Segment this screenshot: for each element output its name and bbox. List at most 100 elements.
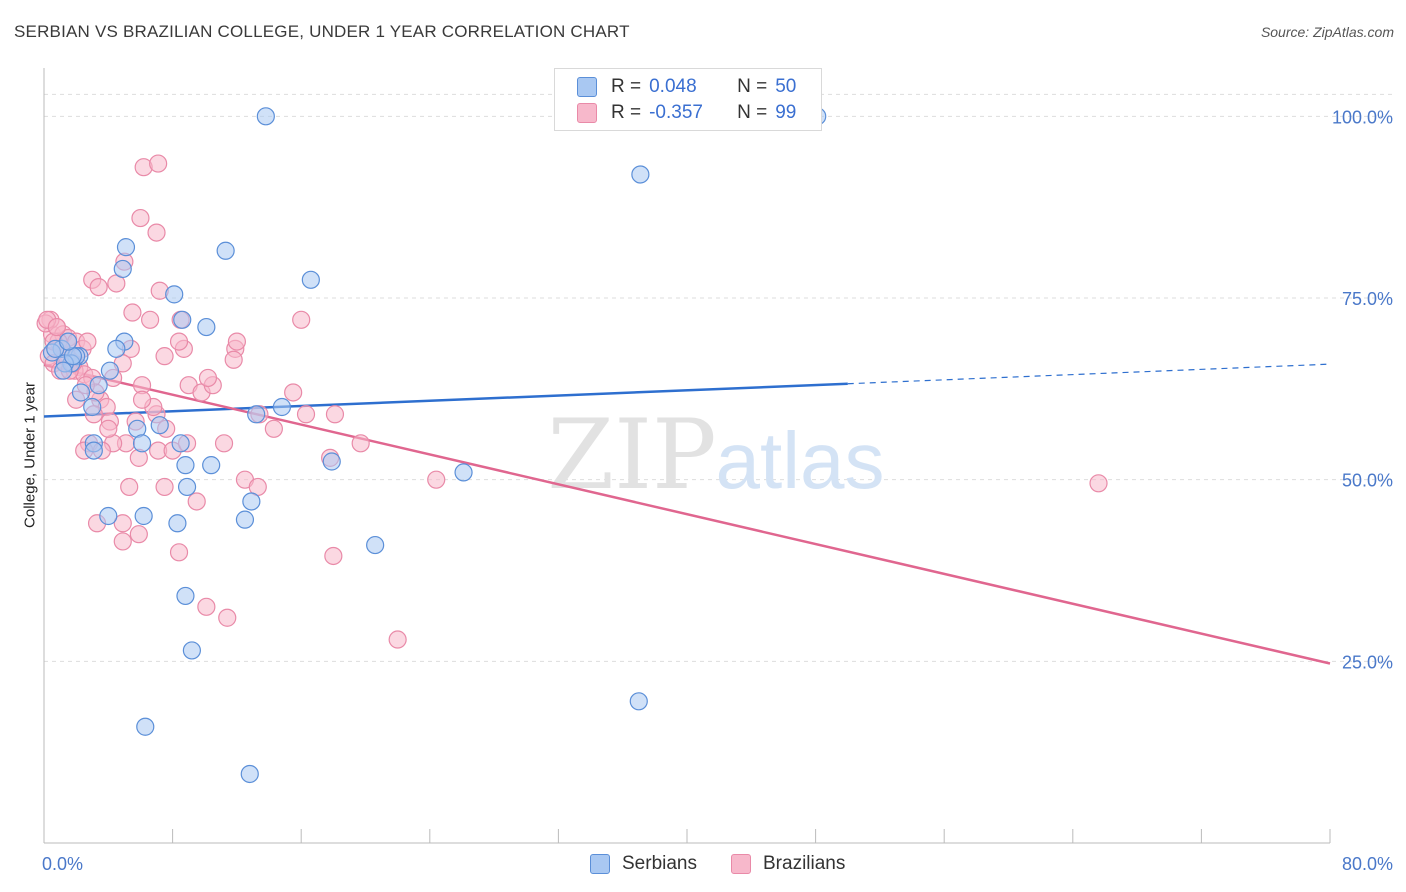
brazilian-point <box>47 317 66 337</box>
y-tick-label: 100.0% <box>1332 107 1393 127</box>
brazilian-point <box>351 434 370 453</box>
y-tick-label: 75.0% <box>1342 289 1393 309</box>
bottom-legend-brazilians: Brazilians <box>731 851 845 877</box>
serbians-swatch <box>577 77 597 97</box>
serbian-point <box>71 383 91 402</box>
serbian-point <box>197 317 216 337</box>
serbian-point <box>171 434 190 453</box>
brazilian-point <box>132 390 152 409</box>
serbians-n-value: 50 <box>775 76 797 97</box>
y-tick-label: 25.0% <box>1342 652 1393 672</box>
serbian-point <box>99 506 118 526</box>
serbian-point <box>59 332 78 351</box>
bottom-serbians-label: Serbians <box>622 853 697 874</box>
serbian-point <box>322 452 341 471</box>
serbian-point <box>242 492 261 511</box>
brazilian-point <box>427 470 446 489</box>
brazilians-n-label: N = <box>737 102 768 123</box>
brazilians-swatch <box>577 103 597 123</box>
stats-legend: R = 0.048 N = 50 R = -0.357 N = 99 <box>554 68 822 131</box>
serbian-point <box>132 434 152 453</box>
brazilian-point <box>89 278 108 297</box>
x-tick-label-start: 0.0% <box>42 854 83 874</box>
serbian-point <box>366 535 385 555</box>
brazilian-point <box>169 332 189 351</box>
x-tick-label-end: 80.0% <box>1342 854 1393 874</box>
brazilian-point <box>197 597 216 616</box>
serbian-point <box>631 165 650 184</box>
serbian-point <box>182 641 201 660</box>
brazilian-point <box>113 532 132 551</box>
serbian-point <box>247 405 266 424</box>
brazilian-point <box>187 492 206 511</box>
brazilian-point <box>198 368 218 388</box>
serbian-point <box>235 510 255 529</box>
tick-labels: 25.0% 50.0% 75.0% 100.0% 0.0% 80.0% <box>42 107 1393 874</box>
serbian-point <box>177 477 197 497</box>
watermark-zip: ZIP <box>547 399 716 511</box>
brazilian-point <box>227 332 246 351</box>
serbian-point <box>216 241 235 260</box>
serbians-r-value: 0.048 <box>649 76 697 97</box>
brazilian-point <box>120 477 139 497</box>
serbian-point <box>240 764 259 784</box>
brazilians-r-label: R = <box>611 102 642 123</box>
brazilians-n-value: 99 <box>775 102 797 123</box>
brazilian-point <box>284 383 303 402</box>
bottom-brazilians-label: Brazilians <box>763 853 846 874</box>
axes <box>43 68 1331 844</box>
bottom-legend-serbians: Serbians <box>590 851 697 877</box>
brazilian-point <box>147 223 166 242</box>
brazilians-r-value: -0.357 <box>649 102 703 123</box>
bottom-serbians-swatch <box>590 854 610 874</box>
serbian-point <box>116 238 136 257</box>
chart-title: SERBIAN VS BRAZILIAN COLLEGE, UNDER 1 YE… <box>14 22 630 41</box>
bottom-brazilians-swatch <box>731 854 751 874</box>
source-label: Source: ZipAtlas.com <box>1260 24 1394 40</box>
watermark: ZIP atlas <box>547 399 884 511</box>
serbians-trend-line <box>43 382 848 418</box>
legend-row-serbians: R = 0.048 N = 50 <box>577 74 796 100</box>
y-tick-label: 50.0% <box>1342 471 1393 491</box>
brazilian-point <box>149 154 168 173</box>
brazilian-point <box>99 419 118 438</box>
brazilian-point <box>214 434 234 453</box>
brazilian-point <box>324 546 343 566</box>
serbian-point <box>134 506 153 526</box>
brazilian-point <box>140 310 160 329</box>
brazilian-point <box>224 350 243 369</box>
serbian-point <box>54 361 73 380</box>
data-points <box>36 107 1108 784</box>
brazilian-point <box>131 208 150 228</box>
brazilian-point <box>1089 474 1108 493</box>
serbian-point <box>176 586 195 606</box>
serbian-point <box>176 456 195 475</box>
serbians-n-label: N = <box>737 76 768 97</box>
brazilian-point <box>113 514 132 533</box>
serbian-point <box>136 717 155 736</box>
brazilian-point <box>123 303 142 322</box>
serbian-point <box>89 376 108 395</box>
serbian-point <box>107 339 126 358</box>
serbian-point <box>454 463 473 482</box>
serbian-point <box>84 441 103 460</box>
legend-row-brazilians: R = -0.357 N = 99 <box>577 100 796 126</box>
serbians-trend-extension <box>847 363 1331 385</box>
serbian-point <box>173 310 192 329</box>
brazilian-point <box>325 405 345 424</box>
y-axis-label: College, Under 1 year <box>21 382 39 528</box>
brazilian-point <box>296 405 316 424</box>
brazilian-point <box>264 419 283 438</box>
watermark-atlas: atlas <box>716 416 885 505</box>
serbian-point <box>301 270 320 289</box>
brazilian-point <box>169 543 189 562</box>
brazilian-point <box>155 477 174 497</box>
serbian-point <box>272 397 292 417</box>
serbian-point <box>629 692 648 711</box>
serbian-point <box>256 107 275 126</box>
serbian-point <box>165 285 184 304</box>
brazilian-point <box>78 332 97 351</box>
brazilian-point <box>388 630 407 649</box>
serbian-point <box>150 416 169 435</box>
brazilian-point <box>218 608 237 627</box>
